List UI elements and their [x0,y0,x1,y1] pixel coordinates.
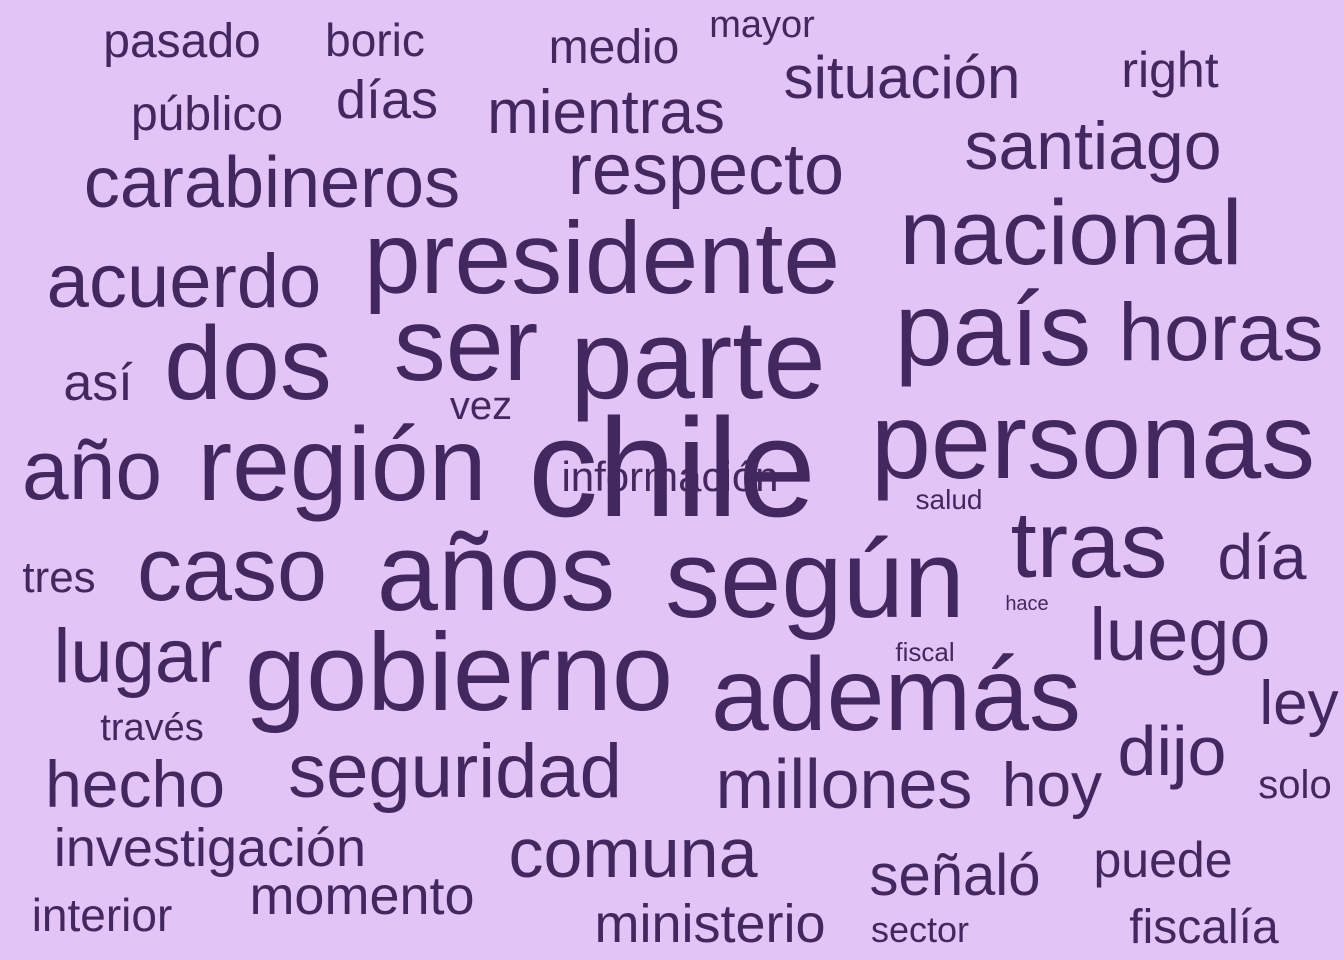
word: sector [870,909,970,950]
word: así [63,354,133,412]
word: tres [22,553,96,602]
word: hace [1005,593,1049,615]
word: caso [136,520,328,620]
word: día [1217,521,1307,593]
word: pasado [103,15,261,68]
word: tras [1010,492,1168,597]
word: señaló [869,843,1041,908]
word: horas [1118,287,1324,378]
word: días [335,70,439,130]
word: momento [249,866,475,926]
word: right [1121,42,1219,98]
word: dos [164,306,332,422]
word: situación [783,44,1021,111]
word: seguridad [288,729,622,814]
word: hecho [45,747,225,821]
word: solo [1258,763,1332,807]
word: país [894,272,1092,388]
word: mientras [487,78,725,147]
word: ley [1259,669,1339,738]
word: investigación [53,818,367,878]
word: carabineros [83,143,461,223]
word: parte [570,297,826,422]
word: dijo [1117,712,1227,790]
word: interior [31,889,173,941]
word: hoy [1002,751,1102,820]
word: chile [528,389,816,546]
word: salud [915,484,983,515]
word: región [197,407,487,523]
word: público [130,88,284,141]
word: santiago [964,108,1222,184]
word: presidente [363,201,841,315]
word: gobierno [244,611,674,734]
word: millones [715,745,973,823]
word: ministerio [594,894,826,954]
word: respecto [567,130,845,210]
word: lugar [53,614,223,699]
word: además [711,637,1081,753]
word: años [376,511,616,634]
word: fiscalía [1129,901,1279,954]
word: información [561,453,779,500]
word: puede [1093,832,1233,888]
word: boric [325,14,425,66]
word: comuna [508,814,758,892]
word: vez [449,384,513,428]
word: acuerdo [46,239,322,324]
word: medio [548,21,680,74]
word: año [21,423,163,517]
word: nacional [899,182,1243,284]
word: ser [393,287,539,403]
word: luego [1089,593,1271,676]
word: fiscal [895,637,955,667]
word: través [100,707,204,749]
word: mayor [709,4,815,46]
word: personas [870,380,1316,501]
word: según [665,518,965,641]
